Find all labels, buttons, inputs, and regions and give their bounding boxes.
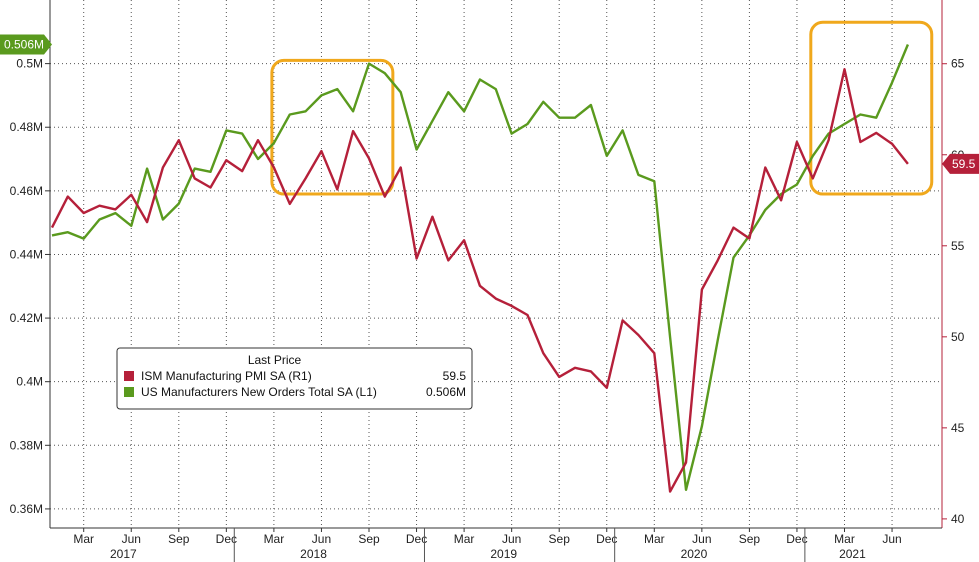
x-tick-label-month: Mar xyxy=(264,532,285,546)
x-tick-label-month: Dec xyxy=(786,532,807,546)
left-tick-label: 0.38M xyxy=(10,438,43,452)
legend-header: Last Price xyxy=(248,353,302,367)
legend-swatch xyxy=(124,371,134,381)
x-tick-label-year: 2021 xyxy=(839,547,866,561)
x-tick-label-month: Jun xyxy=(692,532,711,546)
x-tick-label-month: Mar xyxy=(454,532,475,546)
x-tick-label-year: 2017 xyxy=(110,547,137,561)
highlight-box xyxy=(809,20,934,196)
last-value-tags: 0.506M 59.5 xyxy=(0,34,979,174)
right-tick-label: 65 xyxy=(951,57,965,71)
legend-swatch xyxy=(124,387,134,397)
highlight-boxes xyxy=(270,20,934,196)
x-tick-label-month: Dec xyxy=(406,532,427,546)
x-tick-label-month: Jun xyxy=(312,532,331,546)
right-tick-label: 40 xyxy=(951,512,965,526)
x-tick-label-month: Sep xyxy=(168,532,190,546)
legend-entry-value: 0.506M xyxy=(426,385,466,399)
series-line-ism-pmi xyxy=(50,67,909,493)
x-tick-label-month: Mar xyxy=(644,532,665,546)
right-tick-label: 45 xyxy=(951,421,965,435)
grid-lines xyxy=(50,0,942,528)
right-tick-label: 50 xyxy=(951,330,965,344)
last-value-tag-left xyxy=(0,34,52,55)
x-tick-label-month: Sep xyxy=(358,532,380,546)
x-tick-label-month: Dec xyxy=(596,532,617,546)
series-lines xyxy=(50,44,910,493)
left-tick-label: 0.48M xyxy=(10,120,43,134)
x-tick-label-month: Sep xyxy=(549,532,571,546)
x-tick-label-month: Jun xyxy=(502,532,521,546)
left-tick-label: 0.42M xyxy=(10,311,43,325)
x-tick-label-month: Mar xyxy=(834,532,855,546)
x-tick-label-year: 2019 xyxy=(490,547,517,561)
axes: 0.36M 0.38M 0.4M 0.42M 0.44M 0.46M 0.48M 0.5M 40… xyxy=(10,0,965,562)
left-tick-label: 0.36M xyxy=(10,502,43,516)
left-tick-label: 0.4M xyxy=(16,375,43,389)
x-tick-label-month: Sep xyxy=(739,532,761,546)
highlight-box xyxy=(270,58,395,196)
x-tick-label-month: Mar xyxy=(73,532,94,546)
legend-box xyxy=(116,347,473,410)
left-tick-label: 0.44M xyxy=(10,247,43,261)
x-tick-label-year: 2018 xyxy=(300,547,327,561)
x-tick-label-year: 2020 xyxy=(681,547,708,561)
last-value-tag-right xyxy=(942,153,979,174)
last-value-tag-right-text: 59.5 xyxy=(952,157,976,171)
series-line-new-orders xyxy=(51,44,910,491)
left-tick-label: 0.46M xyxy=(10,184,43,198)
right-tick-label: 55 xyxy=(951,239,965,253)
legend-entry-label: US Manufacturers New Orders Total SA (L1… xyxy=(141,385,377,399)
x-tick-label-month: Jun xyxy=(122,532,141,546)
x-tick-label-month: Jun xyxy=(882,532,901,546)
legend-entry-label: ISM Manufacturing PMI SA (R1) xyxy=(141,369,312,383)
x-tick-label-month: Dec xyxy=(216,532,237,546)
legend: Last Price ISM Manufacturing PMI SA (R1) 5… xyxy=(116,347,473,410)
last-value-tag-left-text: 0.506M xyxy=(4,38,44,52)
left-tick-label: 0.5M xyxy=(16,57,43,71)
legend-entry-value: 59.5 xyxy=(443,369,467,383)
